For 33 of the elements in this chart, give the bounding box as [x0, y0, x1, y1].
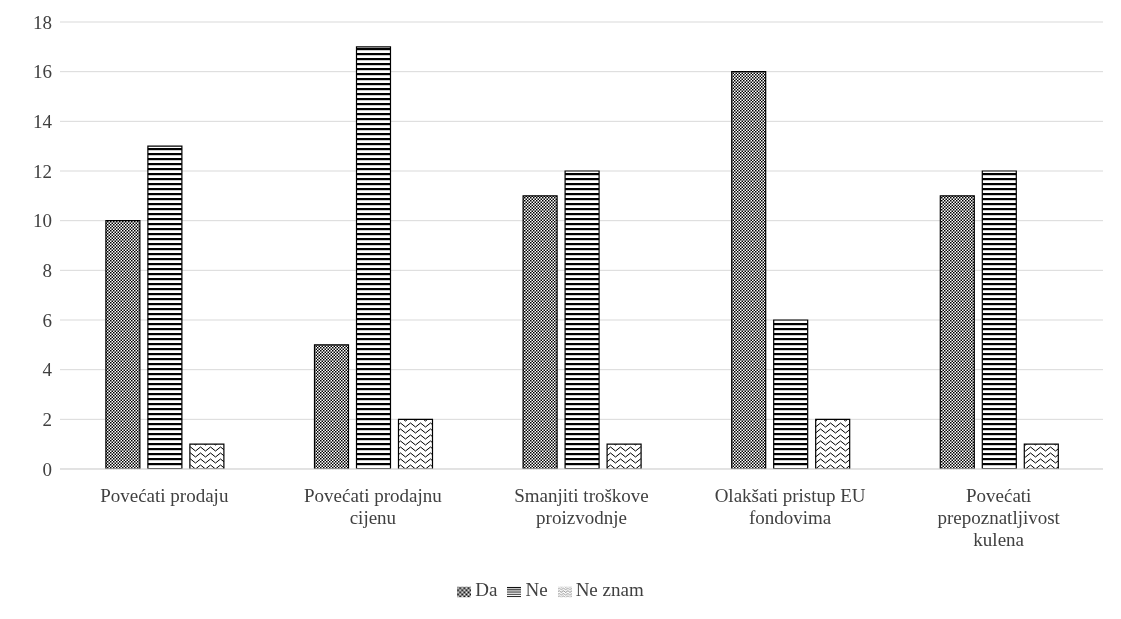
bar [731, 71, 767, 469]
x-tick-label: Povećati prepoznatljivost kulena [937, 485, 1061, 550]
bar [939, 195, 975, 469]
y-tick-label: 18 [33, 11, 52, 33]
bar [355, 46, 392, 469]
bar [105, 220, 141, 469]
y-tick-label: 0 [42, 458, 52, 480]
y-tick-label: 16 [33, 61, 52, 83]
y-tick-label: 12 [33, 160, 52, 182]
bar [522, 195, 558, 469]
x-tick-label: Povećati prodaju [100, 485, 229, 507]
y-tick-label: 2 [42, 409, 52, 431]
bar [1023, 443, 1059, 469]
y-tick-label: 8 [42, 260, 52, 282]
bar [147, 145, 183, 469]
bar [313, 344, 350, 469]
legend-label: Ne znam [575, 579, 644, 600]
bar [606, 443, 642, 469]
x-tick-label: Olakšati pristup EU fondovima [714, 485, 866, 528]
y-tick-label: 10 [33, 210, 52, 232]
bar [564, 170, 600, 469]
bar [815, 418, 851, 469]
y-tick-label: 14 [33, 111, 53, 133]
bar [773, 319, 809, 469]
x-tick-label: Povećati prodajnu cijenu [304, 485, 443, 528]
legend-label: Da [475, 579, 498, 600]
bar [981, 170, 1017, 469]
bar [397, 418, 434, 469]
x-tick-label: Smanjiti troškove proizvodnje [514, 485, 649, 528]
y-tick-label: 4 [42, 359, 53, 381]
legend-label: Ne [525, 579, 548, 600]
y-tick-label: 6 [42, 309, 52, 331]
bar [189, 443, 225, 469]
